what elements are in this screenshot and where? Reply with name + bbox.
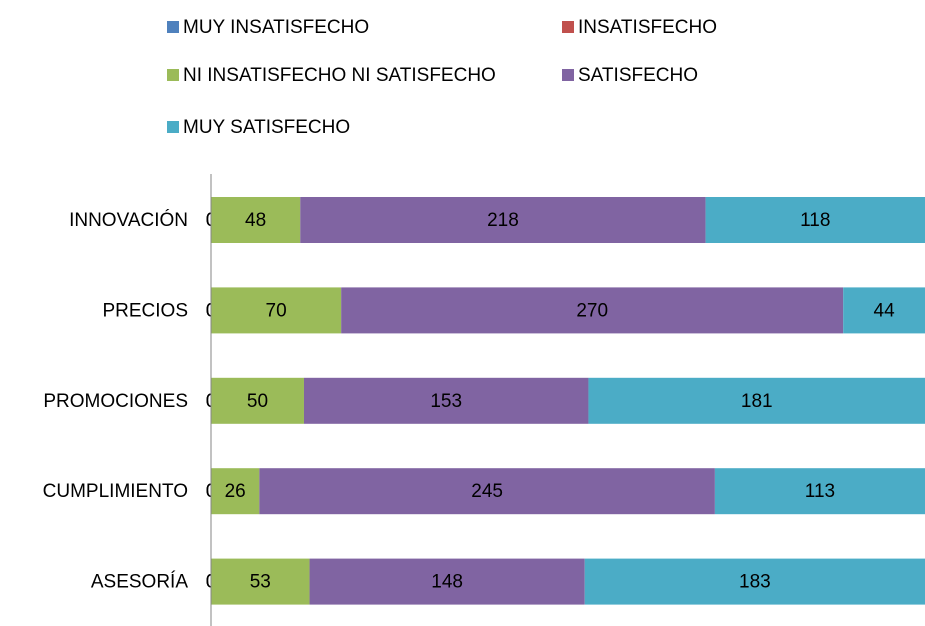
data-label: 70 (266, 300, 287, 321)
legend-swatch (167, 121, 179, 133)
data-label: 113 (805, 481, 835, 502)
data-label: 118 (800, 210, 830, 231)
bar-segment (211, 377, 304, 424)
bar-segment (584, 558, 925, 605)
data-label: 48 (245, 210, 266, 231)
bar-segment (714, 468, 925, 515)
legend-swatch (562, 21, 574, 33)
data-label: 218 (487, 210, 519, 231)
y-tick-label: INNOVACIÓN (69, 209, 188, 231)
bar-segment (705, 197, 925, 243)
legend-label: MUY INSATISFECHO (183, 17, 369, 38)
data-label: 50 (247, 391, 268, 412)
legend-label: INSATISFECHO (578, 17, 717, 38)
data-label: 183 (739, 572, 771, 593)
legend-label: NI INSATISFECHO NI SATISFECHO (183, 65, 496, 86)
legend-label: SATISFECHO (578, 65, 698, 86)
bar-segment (211, 468, 260, 515)
bar-segment (341, 287, 844, 334)
legend-swatch (167, 69, 179, 81)
bar-segment (843, 287, 925, 334)
data-label: 53 (250, 572, 271, 593)
y-tick-label: ASESORÍA (91, 572, 188, 593)
data-label: 270 (576, 300, 608, 321)
bar-segment (211, 558, 310, 605)
bar-segment (211, 287, 342, 334)
bar-segment (303, 377, 589, 424)
legend-label: MUY SATISFECHO (183, 117, 350, 138)
bar-segment (211, 197, 301, 243)
data-label: 181 (741, 391, 773, 412)
y-tick-label: PRECIOS (102, 300, 188, 321)
bar-segment (300, 197, 706, 243)
bar-segment (309, 558, 585, 605)
legend-swatch (562, 69, 574, 81)
legend-swatch (167, 21, 179, 33)
data-label: 26 (225, 481, 246, 502)
y-tick-label: PROMOCIONES (43, 391, 188, 412)
bar-segment (588, 377, 925, 424)
data-label: 153 (430, 391, 462, 412)
data-label: 44 (874, 300, 896, 321)
data-label: 148 (431, 572, 463, 593)
data-label: 245 (471, 481, 503, 502)
y-tick-label: CUMPLIMIENTO (43, 481, 188, 502)
bar-segment (259, 468, 715, 515)
